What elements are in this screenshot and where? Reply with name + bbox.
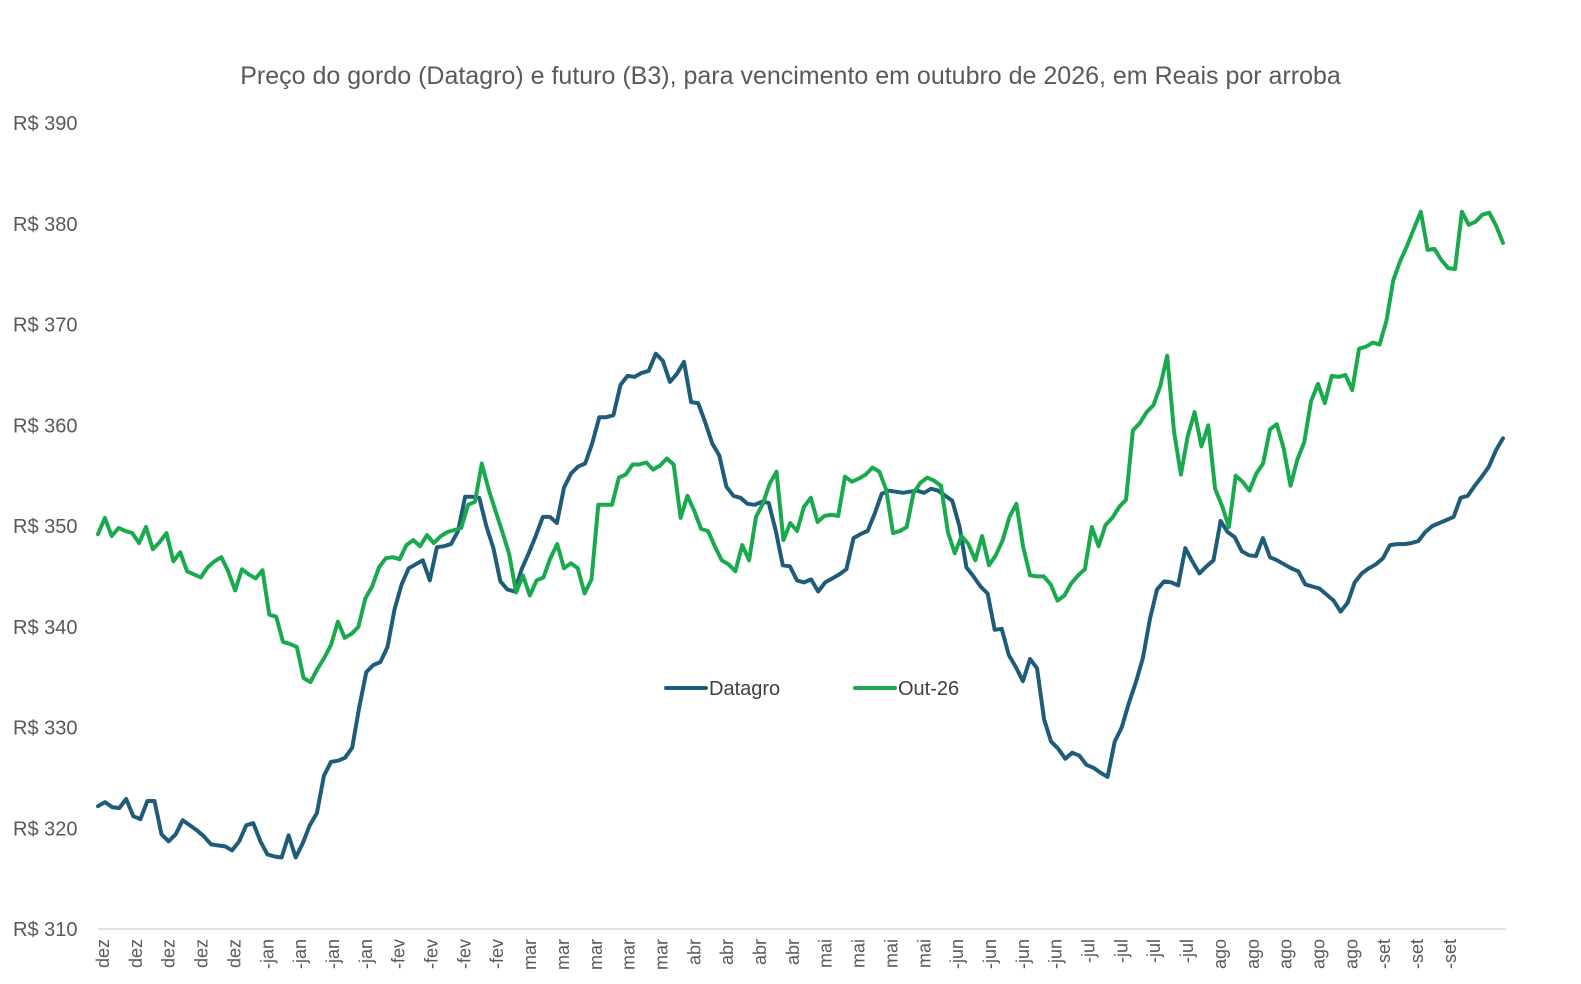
y-tick-label: R$ 370 [13, 315, 78, 337]
x-tick-label: mai [881, 939, 901, 968]
x-tick-label: mar [520, 939, 540, 970]
x-tick-label: ago [1243, 939, 1263, 969]
x-tick-label: mai [914, 939, 934, 968]
y-tick-label: R$ 360 [13, 415, 78, 437]
y-tick-label: R$ 340 [13, 617, 78, 639]
x-tick-label: -jun [947, 939, 967, 969]
x-tick-label: dez [93, 939, 113, 968]
legend-label: Datagro [709, 678, 780, 700]
y-tick-label: R$ 320 [13, 818, 78, 840]
x-tick-label: mar [652, 939, 672, 970]
y-tick-label: R$ 330 [13, 718, 78, 740]
x-tick-label: -jan [356, 939, 376, 969]
series-line-out-26 [96, 209, 1505, 685]
x-tick-label: ago [1276, 939, 1296, 969]
x-tick-label: -fev [389, 939, 409, 969]
x-tick-label: abr [684, 939, 704, 965]
x-tick-label: -jun [1013, 939, 1033, 969]
x-tick-label: -jul [1144, 939, 1164, 963]
chart-title: Preço do gordo (Datagro) e futuro (B3), … [240, 62, 1341, 90]
x-tick-label: -jun [1046, 939, 1066, 969]
x-tick-label: -set [1374, 939, 1394, 969]
x-tick-label: dez [192, 939, 212, 968]
x-tick-label: mar [553, 939, 573, 970]
x-tick-label: -set [1440, 939, 1460, 969]
x-tick-label: -jan [323, 939, 343, 969]
legend-label: Out-26 [898, 678, 959, 700]
x-tick-label: abr [783, 939, 803, 965]
y-tick-label: R$ 310 [13, 919, 78, 941]
x-tick-label: -set [1407, 939, 1427, 969]
x-tick-label: -fev [422, 939, 442, 969]
x-tick-label: dez [159, 939, 179, 968]
x-tick-label: mar [619, 939, 639, 970]
y-tick-label: R$ 380 [13, 214, 78, 236]
x-tick-label: -jul [1111, 939, 1131, 963]
x-tick-label: -jan [290, 939, 310, 969]
x-tick-label: -fev [454, 939, 474, 969]
x-tick-label: abr [750, 939, 770, 965]
series-line-datagro [96, 351, 1505, 860]
x-tick-label: -jul [1079, 939, 1099, 963]
x-tick-label: -jul [1177, 939, 1197, 963]
x-tick-label: ago [1341, 939, 1361, 969]
x-tick-label: -jan [257, 939, 277, 969]
y-tick-label: R$ 390 [13, 113, 78, 135]
x-tick-label: ago [1210, 939, 1230, 969]
x-tick-label: mai [849, 939, 869, 968]
x-tick-label: dez [224, 939, 244, 968]
x-tick-label: -fev [487, 939, 507, 969]
x-tick-label: mai [816, 939, 836, 968]
x-tick-label: ago [1309, 939, 1329, 969]
y-tick-label: R$ 350 [13, 516, 78, 538]
x-tick-label: mar [586, 939, 606, 970]
x-tick-label: -jun [980, 939, 1000, 969]
x-tick-label: dez [126, 939, 146, 968]
x-tick-label: abr [717, 939, 737, 965]
